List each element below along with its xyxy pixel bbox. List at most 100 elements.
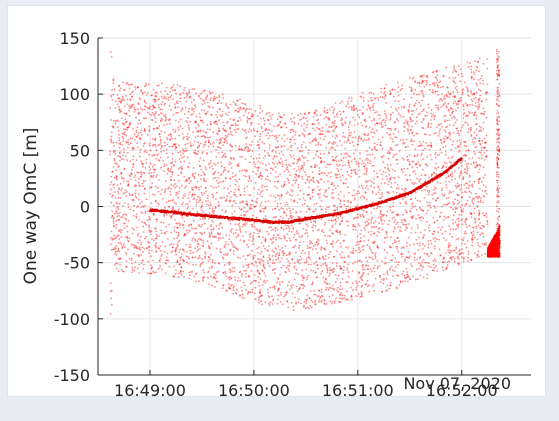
scatter-point [486,92,488,94]
scatter-point [433,172,436,174]
scatter-point [457,73,460,76]
scatter-point [114,237,117,240]
scatter-point [142,231,145,233]
scatter-point [433,258,436,261]
scatter-point [335,241,338,243]
scatter-point [335,297,337,299]
scatter-point [154,99,157,102]
scatter-point [422,127,425,130]
scatter-point [123,128,125,130]
scatter-point [141,173,143,176]
scatter-point [118,84,120,87]
scatter-point [352,136,354,139]
scatter-point [284,236,286,239]
scatter-point [370,212,372,215]
scatter-point [114,246,116,249]
scatter-point [119,159,121,162]
scatter-point [243,214,246,217]
scatter-point [177,106,179,109]
scatter-point [362,248,365,251]
scatter-point [427,240,429,243]
scatter-point [273,155,276,158]
scatter-point [417,249,420,251]
scatter-point [150,233,153,236]
scatter-point [235,174,237,176]
scatter-point [290,189,293,191]
scatter-point [378,231,381,234]
scatter-point [114,150,117,152]
scatter-point [209,123,212,126]
scatter-point [298,119,301,121]
scatter-point [376,122,379,125]
scatter-point [218,227,221,230]
scatter-point [481,154,483,156]
scatter-point [373,226,376,229]
scatter-point [374,252,377,255]
scatter-point [257,258,259,260]
scatter-point [195,201,198,204]
scatter-point [455,228,457,231]
scatter-point [174,186,177,189]
scatter-point [324,135,326,138]
scatter-point [192,198,195,201]
scatter-point [457,263,460,266]
scatter-point [283,235,285,238]
scatter-point [320,288,323,291]
scatter-point [418,244,421,247]
scatter-point [357,137,360,140]
scatter-point [482,236,485,238]
scatter-point [340,292,342,294]
scatter-point [274,196,277,199]
scatter-point [275,136,278,139]
scatter-point [292,228,295,230]
scatter-point [272,228,275,231]
scatter-point [301,178,304,180]
scatter-point [424,229,426,231]
scatter-point [385,102,388,104]
scatter-point [418,93,420,96]
scatter-point [286,258,289,260]
scatter-point [458,65,460,67]
scatter-point [120,172,123,175]
scatter-point [352,116,354,119]
scatter-point [317,267,319,270]
scatter-point [159,140,162,142]
scatter-point [445,94,448,97]
scatter-point [171,173,174,176]
scatter-point [124,222,126,225]
scatter-point [185,149,187,152]
scatter-point [150,249,153,252]
scatter-point [230,157,233,160]
scatter-point [342,271,344,274]
scatter-point [123,177,125,180]
scatter-point [156,127,158,130]
scatter-point [323,181,326,184]
scatter-point [367,231,370,234]
scatter-point [212,145,215,148]
scatter-point [261,184,264,187]
scatter-point [206,276,209,279]
scatter-point [448,192,451,195]
scatter-point [435,162,437,165]
scatter-point [258,123,260,125]
scatter-point [471,234,474,237]
scatter-point [319,144,322,146]
scatter-point [461,248,463,251]
scatter-point [231,134,234,137]
scatter-point [325,116,327,119]
scatter-point [339,202,341,205]
scatter-point [298,298,300,300]
scatter-point [231,270,234,273]
scatter-point [386,231,388,234]
scatter-point [324,234,326,237]
scatter-point [395,261,398,263]
scatter-point [199,142,202,145]
scatter-point [111,171,114,173]
scatter-point [418,267,421,270]
scatter-point [235,229,238,231]
scatter-point [268,163,271,165]
scatter-point [454,95,456,97]
scatter-point [324,264,327,266]
scatter-point [133,106,136,108]
scatter-point [140,206,143,209]
